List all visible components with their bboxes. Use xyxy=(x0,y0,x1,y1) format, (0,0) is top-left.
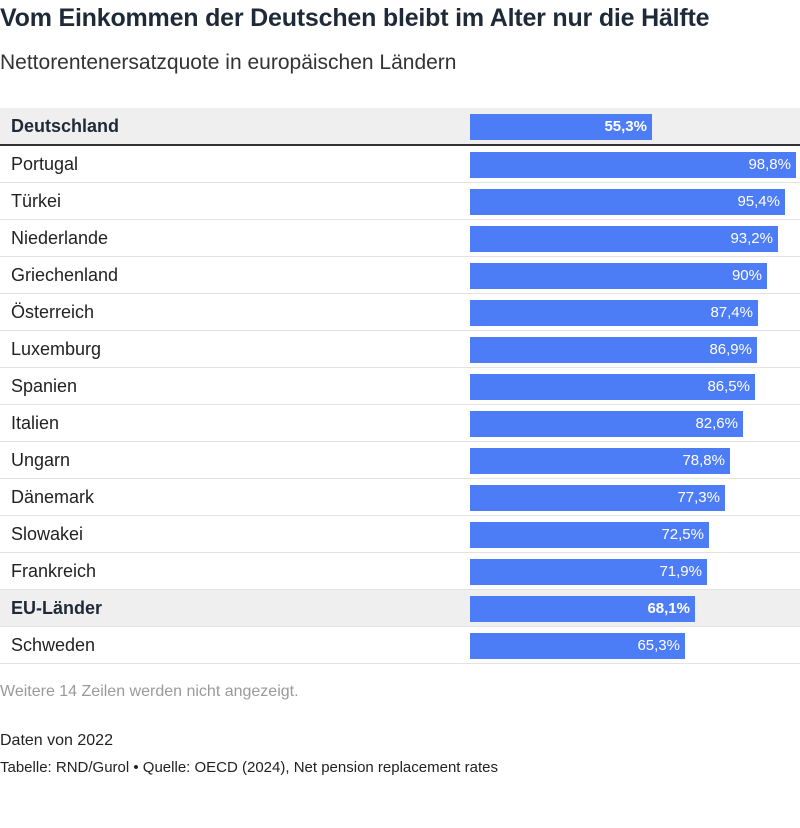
table-row: Türkei 95,4% xyxy=(0,183,800,220)
bar xyxy=(470,226,778,252)
table-row: Schweden 65,3% xyxy=(0,627,800,664)
bar-table: Deutschland 55,3% Portugal 98,8% Türkei 95,4%… xyxy=(0,108,800,664)
bar-value-label: 93,2% xyxy=(730,230,773,247)
table-row: Portugal 98,8% xyxy=(0,146,800,183)
bar xyxy=(470,522,709,548)
table-row: Österreich 87,4% xyxy=(0,294,800,331)
bar xyxy=(470,152,796,178)
bar-value-label: 71,9% xyxy=(659,563,702,580)
bar xyxy=(470,559,707,585)
data-date: Daten von 2022 xyxy=(0,732,113,749)
bar-value-label: 95,4% xyxy=(737,193,780,210)
table-row: Slowakei 72,5% xyxy=(0,516,800,553)
row-label: Spanien xyxy=(11,376,78,396)
bar-value-label: 65,3% xyxy=(637,637,680,654)
bar xyxy=(470,485,725,511)
bar xyxy=(470,300,758,326)
row-label: Österreich xyxy=(11,302,95,322)
hidden-rows-note: Weitere 14 Zeilen werden nicht angezeigt… xyxy=(0,683,299,700)
bar xyxy=(470,633,685,659)
table-row: Griechenland 90% xyxy=(0,257,800,294)
row-label: Griechenland xyxy=(11,265,119,285)
bar xyxy=(470,114,652,140)
bar xyxy=(470,374,755,400)
bar-value-label: 98,8% xyxy=(748,156,791,173)
row-label: Ungarn xyxy=(11,450,71,470)
row-label: Dänemark xyxy=(11,487,95,507)
bar xyxy=(470,596,695,622)
row-label: Frankreich xyxy=(11,561,97,581)
bar-value-label: 90% xyxy=(731,267,762,284)
bar xyxy=(470,411,743,437)
bar-value-label: 78,8% xyxy=(682,452,725,469)
row-label: Italien xyxy=(11,413,60,433)
table-row: Niederlande 93,2% xyxy=(0,220,800,257)
bar xyxy=(470,448,730,474)
bar-value-label: 86,9% xyxy=(709,341,752,358)
table-row: EU-Länder 68,1% xyxy=(0,590,800,627)
table-row: Deutschland 55,3% xyxy=(0,108,800,146)
row-label: Niederlande xyxy=(11,228,109,248)
bar-value-label: 77,3% xyxy=(677,489,720,506)
row-label: Türkei xyxy=(11,191,62,211)
table-row: Dänemark 77,3% xyxy=(0,479,800,516)
table-row: Spanien 86,5% xyxy=(0,368,800,405)
row-label: Schweden xyxy=(11,635,96,655)
table-row: Italien 82,6% xyxy=(0,405,800,442)
row-label: Luxemburg xyxy=(11,339,102,359)
table-row: Luxemburg 86,9% xyxy=(0,331,800,368)
row-label: Deutschland xyxy=(11,116,120,136)
bar-value-label: 72,5% xyxy=(661,526,704,543)
bar-value-label: 68,1% xyxy=(647,600,690,617)
bar-value-label: 87,4% xyxy=(710,304,753,321)
table-row: Frankreich 71,9% xyxy=(0,553,800,590)
source-line: Tabelle: RND/Gurol • Quelle: OECD (2024)… xyxy=(0,759,498,776)
row-label: EU-Länder xyxy=(11,598,103,618)
bar xyxy=(470,263,767,289)
chart-title: Vom Einkommen der Deutschen bleibt im Al… xyxy=(0,4,710,32)
bar-value-label: 82,6% xyxy=(695,415,738,432)
row-label: Portugal xyxy=(11,154,79,174)
bar-value-label: 55,3% xyxy=(604,118,647,135)
bar xyxy=(470,189,785,215)
table-row: Ungarn 78,8% xyxy=(0,442,800,479)
row-label: Slowakei xyxy=(11,524,84,544)
chart-subtitle: Nettorentenersatzquote in europäischen L… xyxy=(0,51,457,74)
bar-value-label: 86,5% xyxy=(707,378,750,395)
bar xyxy=(470,337,757,363)
